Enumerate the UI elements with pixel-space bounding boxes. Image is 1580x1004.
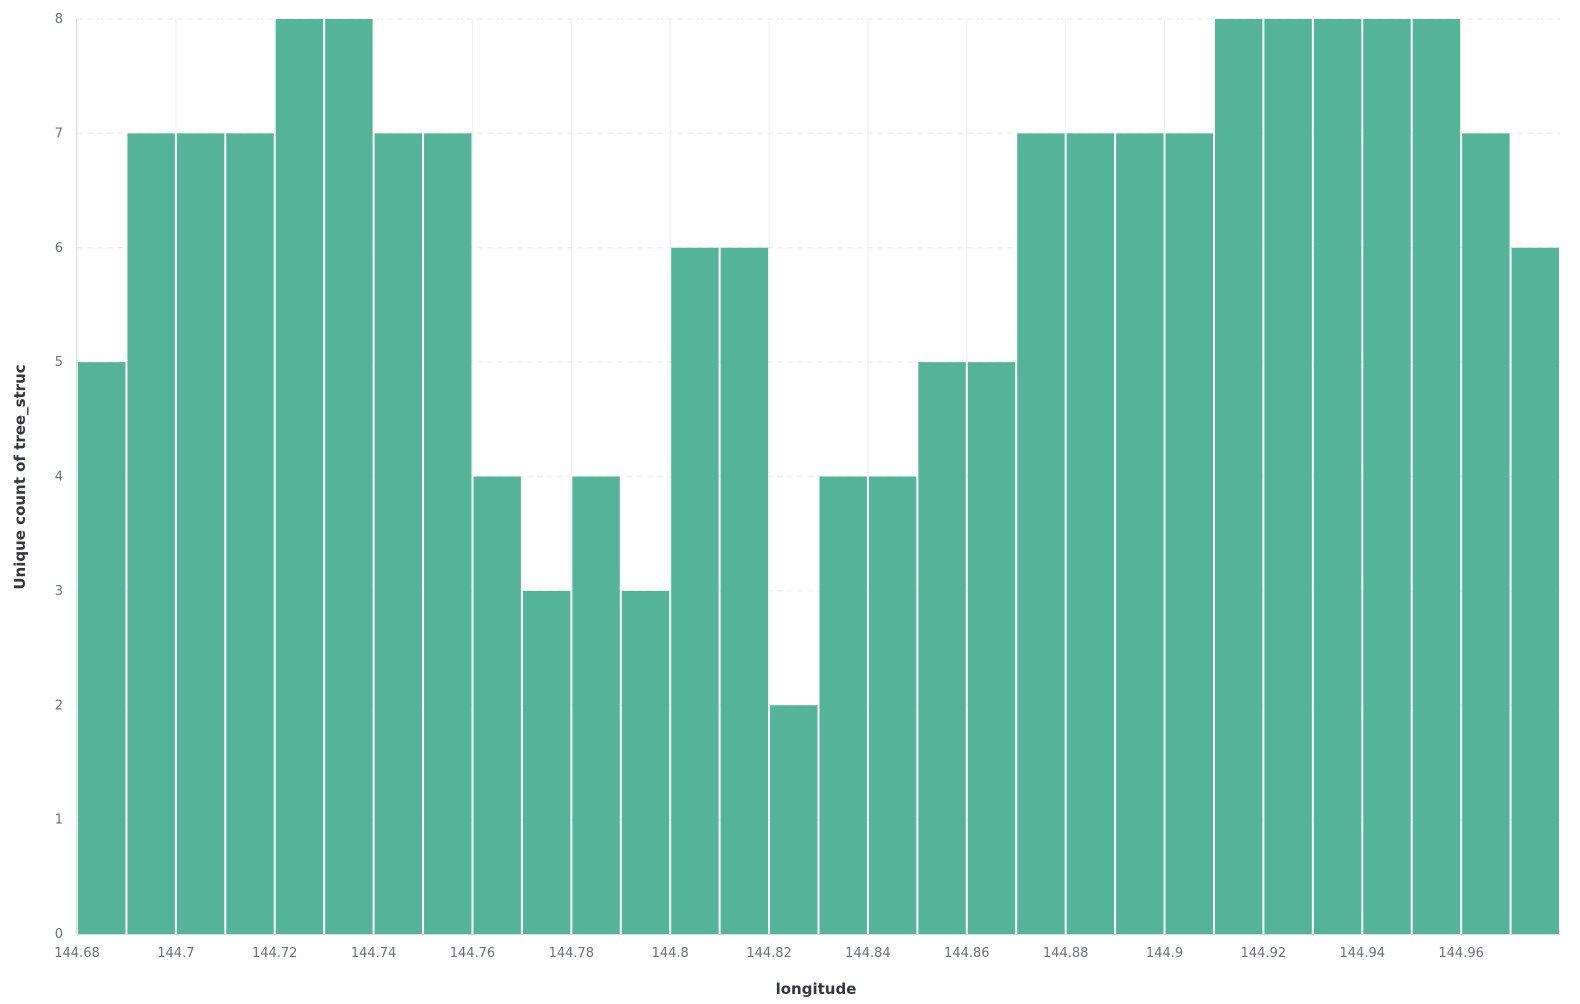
histogram-bar[interactable] [572, 476, 620, 935]
y-tick-label: 0 [55, 927, 63, 942]
y-tick-label: 1 [55, 813, 63, 828]
histogram-bar[interactable] [1116, 133, 1164, 934]
y-tick-label: 6 [55, 241, 63, 256]
histogram-bar[interactable] [1363, 19, 1411, 934]
ticks-layer: 0 1 2 3 4 5 6 7 8 144.68 144.7 144.72 144.74 144.76 14… [54, 12, 1484, 961]
histogram-bar[interactable] [918, 362, 966, 934]
x-tick-label: 144.68 [54, 946, 100, 961]
histogram-bar[interactable] [1313, 19, 1362, 934]
histogram-bar[interactable] [1017, 133, 1065, 934]
y-tick-label: 3 [55, 584, 63, 599]
histogram-bar[interactable] [868, 476, 917, 935]
histogram-bar[interactable] [275, 19, 324, 934]
x-tick-label: 144.94 [1340, 946, 1386, 961]
x-tick-label: 144.84 [845, 946, 891, 961]
y-tick-label: 2 [55, 698, 63, 713]
x-tick-label: 144.82 [746, 946, 792, 961]
histogram-bar[interactable] [1462, 133, 1510, 934]
histogram-bar[interactable] [424, 133, 472, 934]
x-tick-label: 144.88 [1043, 946, 1089, 961]
histogram-bar[interactable] [127, 133, 175, 934]
y-tick-label: 5 [55, 355, 63, 370]
histogram-bar[interactable] [522, 590, 571, 934]
x-tick-label: 144.74 [351, 946, 397, 961]
histogram-bar[interactable] [1264, 19, 1312, 934]
histogram-bar[interactable] [226, 133, 274, 934]
histogram-bar[interactable] [1066, 133, 1115, 934]
histogram-bar[interactable] [1214, 19, 1263, 934]
x-tick-label: 144.92 [1241, 946, 1287, 961]
x-tick-label: 144.96 [1438, 946, 1484, 961]
histogram-bar[interactable] [1511, 247, 1559, 934]
x-axis-title: longitude [776, 980, 857, 998]
histogram-bar[interactable] [621, 590, 670, 934]
x-tick-label: 144.78 [549, 946, 595, 961]
histogram-bar[interactable] [1165, 133, 1213, 934]
y-tick-label: 4 [55, 470, 63, 485]
histogram-bar[interactable] [374, 133, 423, 934]
x-tick-label: 144.9 [1146, 946, 1183, 961]
y-axis-title: Unique count of tree_struc [11, 364, 29, 589]
x-tick-label: 144.8 [652, 946, 689, 961]
y-tick-label: 7 [55, 126, 63, 141]
histogram-bar[interactable] [770, 705, 818, 934]
x-tick-label: 144.86 [944, 946, 990, 961]
histogram-bar[interactable] [671, 247, 719, 934]
bars-layer [78, 19, 1559, 934]
histogram-bar[interactable] [720, 247, 769, 934]
histogram-bar[interactable] [325, 19, 373, 934]
histogram-bar[interactable] [473, 476, 521, 935]
grid-layer [76, 18, 1560, 934]
histogram-bar[interactable] [1412, 19, 1461, 934]
x-tick-label: 144.76 [450, 946, 496, 961]
histogram-bar[interactable] [176, 133, 225, 934]
histogram-bar[interactable] [819, 476, 867, 935]
y-tick-label: 8 [55, 12, 63, 27]
x-tick-label: 144.7 [157, 946, 194, 961]
histogram-bar[interactable] [78, 362, 126, 934]
axes-layer [76, 19, 1560, 935]
histogram-bar[interactable] [967, 362, 1016, 934]
x-tick-label: 144.72 [252, 946, 298, 961]
